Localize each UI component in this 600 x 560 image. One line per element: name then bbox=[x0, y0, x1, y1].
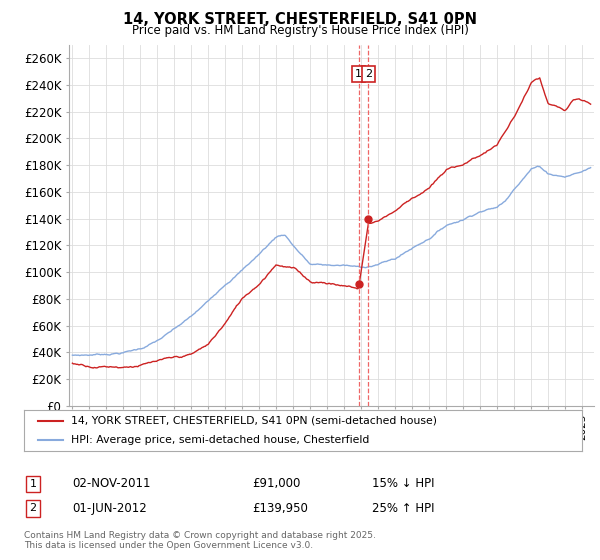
Text: 14, YORK STREET, CHESTERFIELD, S41 0PN: 14, YORK STREET, CHESTERFIELD, S41 0PN bbox=[123, 12, 477, 27]
Text: 14, YORK STREET, CHESTERFIELD, S41 0PN (semi-detached house): 14, YORK STREET, CHESTERFIELD, S41 0PN (… bbox=[71, 416, 437, 426]
Text: Price paid vs. HM Land Registry's House Price Index (HPI): Price paid vs. HM Land Registry's House … bbox=[131, 24, 469, 37]
Text: 2: 2 bbox=[29, 503, 37, 514]
Text: 15% ↓ HPI: 15% ↓ HPI bbox=[372, 477, 434, 491]
Text: 1: 1 bbox=[29, 479, 37, 489]
Text: 2: 2 bbox=[365, 69, 372, 79]
Text: £91,000: £91,000 bbox=[252, 477, 301, 491]
Text: 25% ↑ HPI: 25% ↑ HPI bbox=[372, 502, 434, 515]
Text: 02-NOV-2011: 02-NOV-2011 bbox=[72, 477, 151, 491]
Text: 1: 1 bbox=[355, 69, 362, 79]
Text: HPI: Average price, semi-detached house, Chesterfield: HPI: Average price, semi-detached house,… bbox=[71, 435, 370, 445]
Text: 01-JUN-2012: 01-JUN-2012 bbox=[72, 502, 147, 515]
Text: Contains HM Land Registry data © Crown copyright and database right 2025.
This d: Contains HM Land Registry data © Crown c… bbox=[24, 531, 376, 550]
Text: £139,950: £139,950 bbox=[252, 502, 308, 515]
